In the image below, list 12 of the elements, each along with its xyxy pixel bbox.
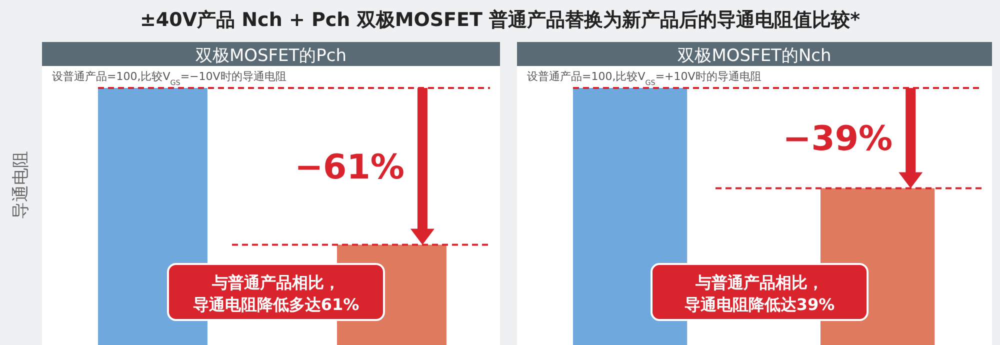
text: 设普通产品=100,比较V$_{GS}$=+10V时的导通电阻: [527, 70, 762, 86]
text: 设普通产品=100,比较V$_{GS}$=−10V时的导通电阻: [52, 70, 286, 86]
annotation: 导通电阻降低多达61%: [192, 295, 360, 314]
annotation: 导通电阻降低达39%: [684, 295, 835, 314]
chart-subtitle: 双极MOSFET的Pch: [195, 46, 347, 66]
y-axis-title: 导通电阻: [11, 151, 31, 219]
chart-subtitle: 双极MOSFET的Nch: [678, 46, 832, 66]
annotation: −61%: [294, 147, 404, 188]
annotation: −39%: [782, 119, 893, 160]
chart-title: ±40V产品 Nch + Pch 双极MOSFET 普通产品替换为新产品后的导通电阻值比较*: [140, 9, 860, 31]
annotation: 与普通产品相比，: [694, 273, 824, 292]
annotation: 与普通产品相比，: [211, 273, 340, 292]
